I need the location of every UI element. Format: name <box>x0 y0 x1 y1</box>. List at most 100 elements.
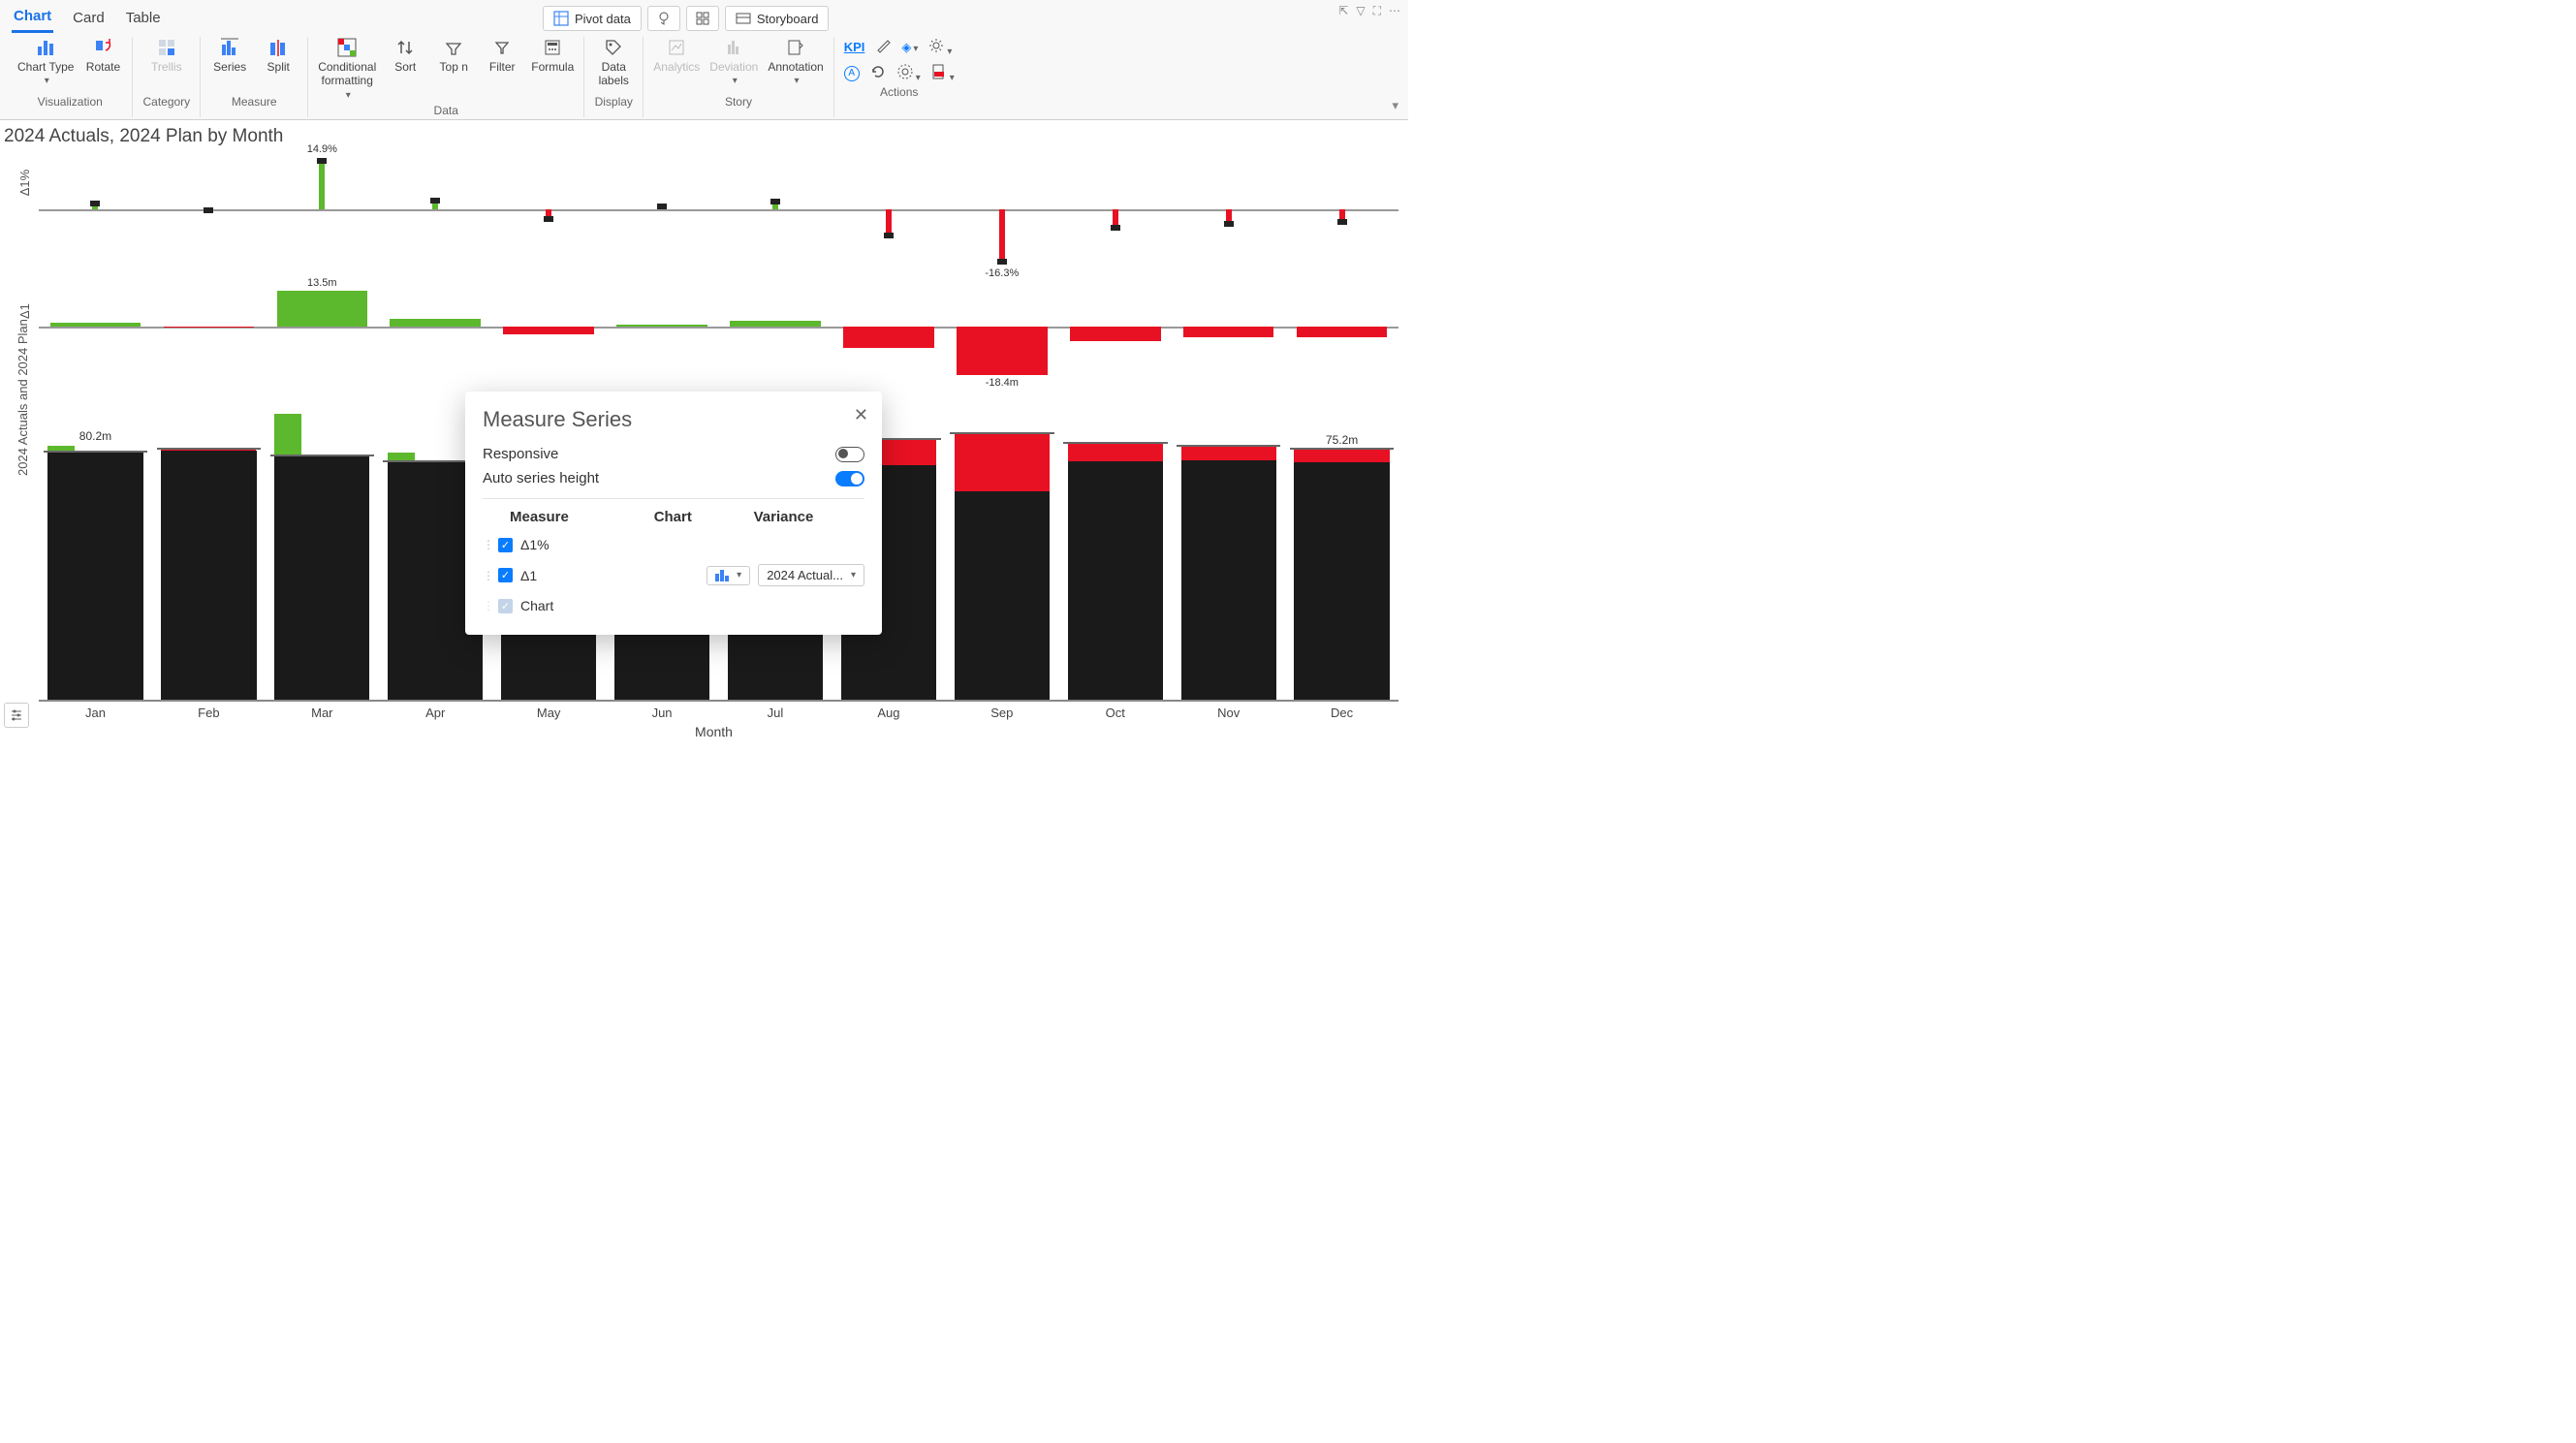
storyboard-icon <box>736 11 751 26</box>
refresh-icon[interactable] <box>869 63 887 83</box>
abs-bar <box>50 323 141 327</box>
variance-select[interactable]: 2024 Actual... ▾ <box>758 564 864 586</box>
annotation-button[interactable]: Annotation ▾ <box>768 37 823 87</box>
x-tick: Aug <box>832 702 945 720</box>
pct-bar-slot <box>1058 151 1172 267</box>
group-story: Analytics Deviation ▾ Annotation ▾ <box>644 37 833 117</box>
pct-bar-slot <box>1285 151 1398 267</box>
pct-cap <box>1337 219 1347 225</box>
tab-chart[interactable]: Chart <box>12 4 53 33</box>
auto-height-toggle[interactable] <box>835 471 864 486</box>
topn-button[interactable]: Top n <box>434 37 473 74</box>
responsive-toggle[interactable] <box>835 447 864 462</box>
plan-tick <box>1063 442 1168 444</box>
drag-handle-icon[interactable]: ⋮⋮ <box>483 569 498 582</box>
formula-button[interactable]: Formula <box>531 37 574 74</box>
more-icon[interactable]: ⋯ <box>1389 4 1400 18</box>
popup-headers: Measure Chart Variance <box>483 509 864 531</box>
delta-overlay <box>1294 450 1389 461</box>
split-button[interactable]: Split <box>259 37 298 74</box>
pdf-icon[interactable]: ▾ <box>930 63 955 83</box>
x-tick: Apr <box>379 702 492 720</box>
checkbox-chart[interactable]: ✓ <box>498 599 513 613</box>
kpi-button[interactable]: KPI <box>844 40 865 54</box>
analytics-icon <box>666 37 687 58</box>
sort-button[interactable]: Sort <box>386 37 424 74</box>
chart-type-button[interactable]: Chart Type ▾ <box>17 37 74 87</box>
series-icon <box>219 37 240 58</box>
conditional-icon <box>336 37 358 58</box>
group-display: Data labels Display <box>584 37 644 117</box>
delta1-axis-label: Δ1 <box>17 303 32 319</box>
pct-cap <box>544 216 553 222</box>
x-tick: Jun <box>606 702 719 720</box>
chevron-down-icon: ▾ <box>794 76 799 87</box>
x-tick: May <box>492 702 606 720</box>
pct-cap <box>770 199 780 204</box>
lasso-button[interactable] <box>647 6 680 31</box>
plan-tick <box>950 432 1054 434</box>
storyboard-button[interactable]: Storyboard <box>725 6 830 31</box>
auto-height-label: Auto series height <box>483 470 599 486</box>
pct-cap <box>430 198 440 204</box>
pct-bar-slot <box>152 151 266 267</box>
data-labels-button[interactable]: Data labels <box>594 37 633 88</box>
pivot-data-button[interactable]: Pivot data <box>543 6 642 31</box>
series-button[interactable]: Series <box>210 37 249 74</box>
bar-chart-icon <box>715 570 729 581</box>
trellis-button[interactable]: Trellis <box>147 37 186 74</box>
checkbox-delta1pct[interactable]: ✓ <box>498 538 513 552</box>
abs-bar <box>390 319 481 327</box>
filter-button[interactable]: Filter <box>483 37 521 74</box>
focus-icon[interactable]: ⛶ <box>1373 4 1381 18</box>
settings-icon[interactable]: ▾ <box>896 63 921 83</box>
brush-icon[interactable] <box>874 37 892 57</box>
rotate-icon <box>92 37 113 58</box>
abs-bar <box>164 327 255 328</box>
tab-table[interactable]: Table <box>124 6 163 32</box>
deviation-button[interactable]: Deviation ▾ <box>709 37 758 87</box>
pct-cap <box>204 207 213 213</box>
close-icon[interactable]: ✕ <box>854 405 868 425</box>
chart-type-select[interactable]: ▾ <box>707 566 750 585</box>
abs-bar <box>616 325 707 327</box>
rotate-button[interactable]: Rotate <box>83 37 122 74</box>
pct-bar <box>319 161 325 209</box>
window-controls: ⇱ ▽ ⛶ ⋯ <box>1338 4 1400 18</box>
tab-card[interactable]: Card <box>71 6 107 32</box>
pct-cap <box>997 259 1007 265</box>
drag-handle-icon[interactable]: ⋮⋮ <box>483 599 498 612</box>
conditional-formatting-button[interactable]: Conditional formatting ▾ <box>318 37 376 102</box>
actual-bar <box>47 453 142 699</box>
gear-icon[interactable]: ▾ <box>927 37 952 57</box>
x-tick: Jan <box>39 702 152 720</box>
analytics-button[interactable]: Analytics <box>653 37 700 74</box>
pct-bar-slot <box>606 151 719 267</box>
diamond-icon[interactable]: ◈▾ <box>901 40 918 55</box>
x-tick: Sep <box>945 702 1058 720</box>
x-axis-title: Month <box>29 720 1398 743</box>
pct-bar <box>999 209 1005 262</box>
split-icon <box>267 37 289 58</box>
pct-cap <box>1224 221 1234 227</box>
pct-bar <box>886 209 892 235</box>
circle-a-icon[interactable]: A <box>844 66 860 81</box>
grid-button[interactable] <box>686 6 719 31</box>
abs-bar-slot <box>492 273 606 380</box>
pivot-label: Pivot data <box>575 12 631 26</box>
abs-bar-slot <box>606 273 719 380</box>
formula-icon <box>542 37 563 58</box>
pin-icon[interactable]: ⇱ <box>1338 4 1348 18</box>
abs-bar-slot <box>1172 273 1285 380</box>
pct-cap <box>1111 225 1120 231</box>
pct-cap <box>884 233 894 238</box>
drag-handle-icon[interactable]: ⋮⋮ <box>483 538 498 551</box>
ribbon: Chart Card Table ⇱ ▽ ⛶ ⋯ Pivot data Stor… <box>0 0 1408 120</box>
deviation-icon <box>723 37 744 58</box>
main-bar-slot <box>266 409 379 700</box>
filter-icon[interactable]: ▽ <box>1356 4 1365 18</box>
settings-corner-button[interactable] <box>4 703 29 728</box>
expand-ribbon-icon[interactable]: ▾ <box>1392 98 1398 113</box>
checkbox-delta1[interactable]: ✓ <box>498 568 513 582</box>
abs-bar <box>957 327 1048 376</box>
